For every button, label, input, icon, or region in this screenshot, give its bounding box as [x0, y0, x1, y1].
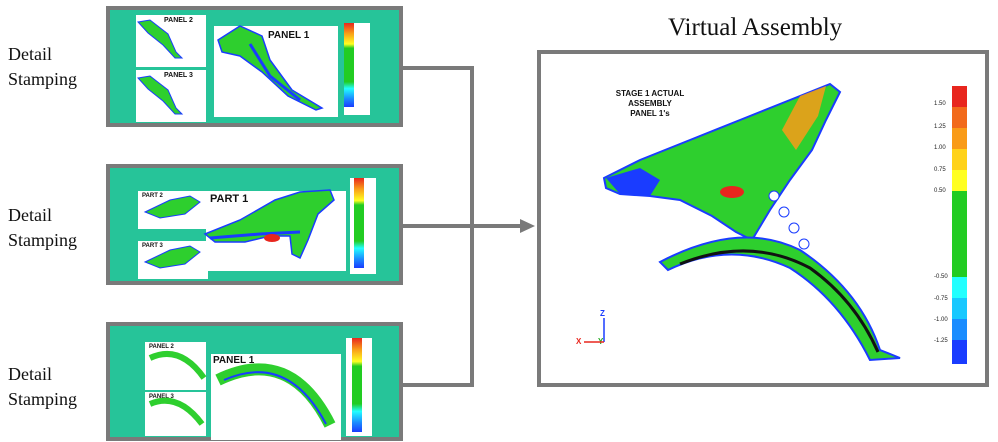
thumb-caption: PANEL 3	[149, 394, 174, 400]
scale-band-6	[952, 191, 967, 277]
virtual-assembly-title: Virtual Assembly	[668, 14, 843, 41]
thumb-caption: PART 3	[142, 243, 163, 249]
main-caption: PANEL 1	[213, 355, 255, 366]
label-line-stamping: Stamping	[8, 230, 78, 250]
connector-row3	[403, 226, 474, 387]
stage-line-3: PANEL 1's	[630, 109, 670, 118]
row2-legend-bar	[354, 178, 364, 268]
detail-stamping-label-1: Detail Stamping	[8, 42, 77, 92]
connector-lines	[403, 66, 520, 387]
row3-legend-bar	[352, 338, 362, 432]
row2-red-spot	[264, 234, 280, 242]
stage-line-1: STAGE 1 ACTUAL	[615, 89, 685, 98]
detail-stamping-label-2: Detail Stamping	[8, 203, 77, 253]
arrow-head	[520, 219, 535, 233]
scale-tick-3: 1.00	[934, 145, 946, 151]
axis-z-label: Z	[600, 309, 605, 318]
assembly-hole-4	[798, 238, 810, 250]
row2-thumb-b-part	[143, 245, 201, 269]
scale-tick-7: -0.75	[934, 296, 948, 302]
axis-triad	[584, 318, 605, 343]
assembly-arc-streak	[679, 249, 880, 353]
thumb-caption: PART 2	[142, 193, 163, 199]
connector-row1	[403, 66, 474, 226]
scale-tick-1: 1.50	[934, 101, 946, 107]
scale-band-9	[952, 319, 967, 340]
label-line-stamping: Stamping	[8, 69, 78, 89]
thumb-caption: PANEL 2	[164, 17, 193, 24]
assembly-hole-1	[768, 190, 780, 202]
label-line-detail: Detail	[8, 364, 52, 384]
assembly-part	[602, 82, 901, 362]
row3-main-arc	[215, 363, 336, 428]
scale-band-4	[952, 149, 967, 170]
assembly-scale-legend	[952, 86, 967, 364]
row2-main-part	[203, 189, 335, 260]
scale-band-5	[952, 170, 967, 191]
assembly-hole-3	[788, 222, 800, 234]
row1-main-streak	[248, 43, 301, 102]
assembly-blue-zone	[606, 168, 660, 196]
scale-tick-6: -0.50	[934, 274, 948, 280]
thumb-caption: PANEL 2	[149, 344, 174, 350]
scale-band-10	[952, 340, 967, 364]
row3-thumb-b-arc	[148, 397, 205, 426]
axis-x-label: X	[576, 337, 582, 346]
row2-main-streak	[209, 230, 301, 240]
scale-tick-4: 0.75	[934, 167, 946, 173]
row1-thumb-b-part	[137, 75, 184, 115]
label-line-detail: Detail	[8, 205, 52, 225]
thumb-caption: PANEL 3	[164, 72, 193, 79]
scale-tick-8: -1.00	[934, 317, 948, 323]
scale-tick-2: 1.25	[934, 124, 946, 130]
row2-parts	[143, 178, 364, 269]
detail-stamping-label-3: Detail Stamping	[8, 362, 77, 412]
label-line-detail: Detail	[8, 44, 52, 64]
row3-parts	[148, 338, 362, 432]
label-line-stamping: Stamping	[8, 389, 78, 409]
row1-thumb-a-part	[137, 19, 184, 59]
assembly-orange-zone	[782, 86, 826, 150]
scale-band-2	[952, 107, 967, 128]
row3-main-streak	[223, 371, 327, 425]
stage-caption: STAGE 1 ACTUAL ASSEMBLY PANEL 1's	[605, 89, 695, 119]
scale-band-3	[952, 128, 967, 149]
row3-thumb-a-arc	[148, 351, 207, 380]
scale-tick-9: -1.25	[934, 338, 948, 344]
main-caption: PANEL 1	[268, 30, 310, 41]
row1-parts	[137, 19, 354, 115]
scale-band-7	[952, 277, 967, 298]
scale-band-1	[952, 86, 967, 107]
row1-main-part	[217, 25, 324, 111]
scale-tick-5: 0.50	[934, 188, 946, 194]
scale-band-8	[952, 298, 967, 319]
row2-thumb-a-part	[143, 195, 201, 219]
assembly-red-spot	[720, 186, 744, 198]
stage-line-2: ASSEMBLY	[628, 99, 672, 108]
assembly-hole-2	[778, 206, 790, 218]
main-caption: PART 1	[210, 193, 249, 205]
row1-legend-bar	[344, 23, 354, 107]
